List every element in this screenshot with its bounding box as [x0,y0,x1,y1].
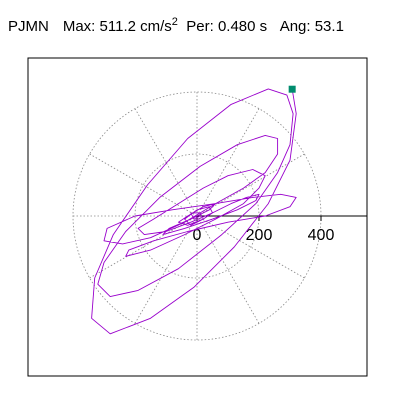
grid-spoke-5 [89,153,198,217]
motion-trace-series-0 [91,88,297,335]
max-unit-exponent: 2 [171,16,178,28]
max-value: 511.2 cm/s [99,18,172,35]
axes: 0 200 400 [193,215,367,244]
peak-marker-layer [288,85,296,93]
plot-header: PJMN Max: 511.2 cm/s2 Per: 0.480 s Ang: 5… [8,16,344,35]
period-value: 0.480 s [217,18,268,35]
x-tick-label-2: 400 [308,227,335,244]
plot-frame [27,57,368,377]
period-label: Per: [186,18,214,35]
x-tick-label-1: 200 [246,227,273,244]
x-tick-label-0: 0 [193,227,202,244]
peak-marker [288,85,296,93]
max-label: Max: [62,18,96,35]
station-code: PJMN [8,18,49,35]
angle-label: Ang: [279,18,311,35]
angle-value: 53.1 [314,18,344,35]
motion-trace-layer [91,88,297,335]
